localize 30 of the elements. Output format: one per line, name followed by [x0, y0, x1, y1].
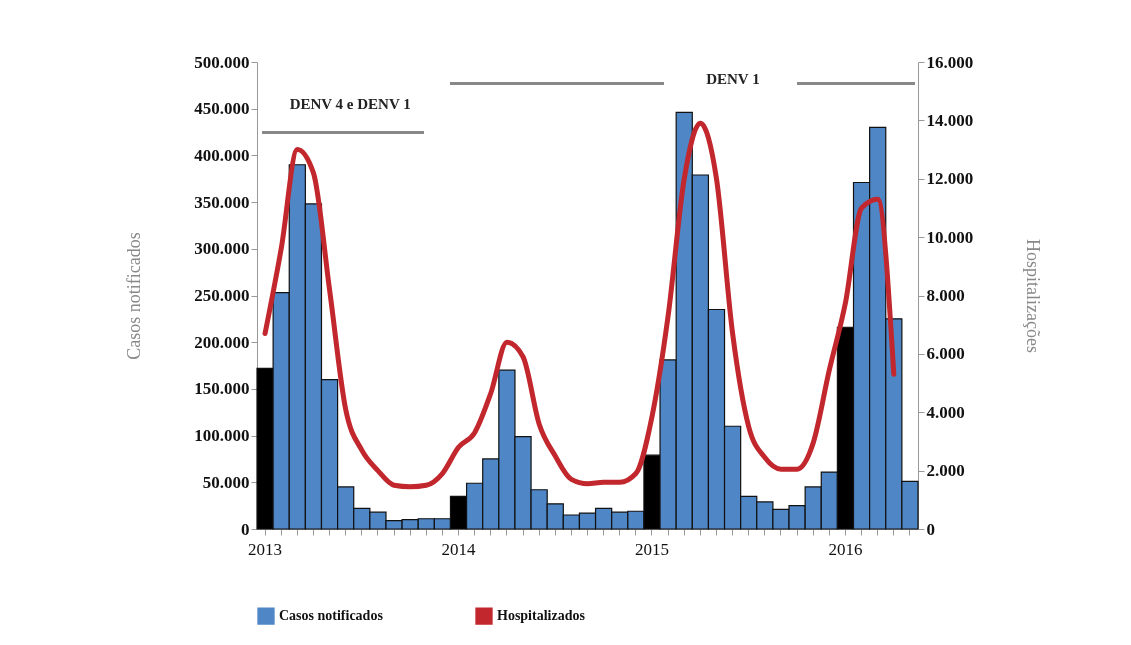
- y-tick-label: 100.000: [194, 426, 250, 446]
- y-tick-label: 150.000: [194, 379, 250, 399]
- y2-tick-label: 14.000: [926, 110, 974, 130]
- y-tick-label: 300.000: [194, 239, 250, 259]
- y-tick-label: 450.000: [194, 99, 250, 119]
- y2-tick-label: 16.000: [926, 52, 974, 72]
- y-tick-label: 400.000: [194, 145, 250, 165]
- y-tick-label: 50.000: [202, 472, 250, 492]
- annotation: DENV 4 e DENV 1: [289, 96, 411, 113]
- y-tick-label: 500.000: [194, 52, 250, 72]
- x-tick-label: 2014: [441, 539, 477, 559]
- x-tick-label: 2013: [248, 539, 283, 559]
- y2-tick-label: 6.000: [926, 344, 965, 364]
- y-tick-label: 200.000: [194, 332, 250, 352]
- y2-axis-title: Hospitalizações: [1023, 239, 1044, 353]
- y2-tick-label: 10.000: [926, 227, 974, 247]
- y2-tick-label: 12.000: [926, 169, 974, 189]
- y2-tick-label: 4.000: [926, 402, 965, 422]
- annotation: DENV 1: [706, 71, 760, 88]
- legend-label: Hospitalizados: [497, 608, 586, 624]
- x-tick-label: 2016: [828, 539, 863, 559]
- y2-tick-label: 2.000: [926, 461, 965, 481]
- x-tick-label: 2015: [634, 539, 669, 559]
- y-tick-label: 350.000: [194, 192, 250, 212]
- legend-label: Casos notificados: [279, 608, 384, 624]
- y-tick-label: 0: [241, 519, 250, 539]
- y-axis-title: Casos notificados: [124, 232, 145, 360]
- y2-tick-label: 0: [926, 519, 935, 539]
- y2-tick-label: 8.000: [926, 286, 965, 305]
- y-tick-label: 250.000: [194, 286, 250, 305]
